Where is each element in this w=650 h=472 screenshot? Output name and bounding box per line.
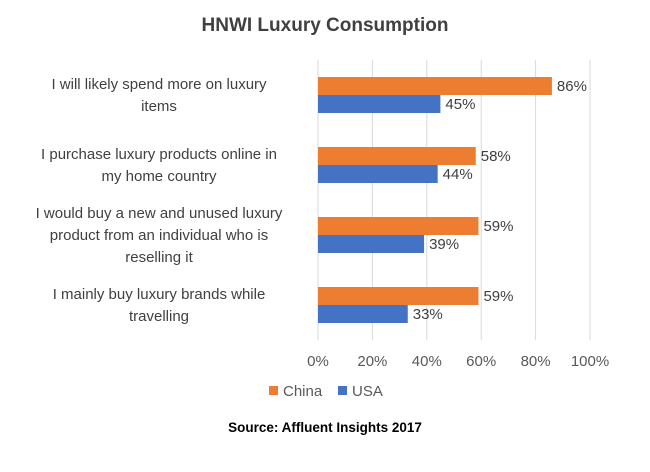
x-tick-label: 20% bbox=[357, 353, 387, 370]
category-labels: I will likely spend more on luxury items I… bbox=[36, 76, 283, 325]
category-label: I purchase luxury products online in bbox=[41, 146, 277, 163]
x-axis-ticks: 0% 20% 40% 60% 80% 100% bbox=[307, 353, 609, 370]
bar-china bbox=[318, 217, 479, 235]
category-label: reselling it bbox=[125, 249, 193, 266]
bar-china bbox=[318, 287, 479, 305]
category-label: I mainly buy luxury brands while bbox=[53, 286, 266, 303]
data-labels: 86% 45% 58% 44% 59% 39% 59% 33% bbox=[413, 78, 587, 323]
category-label: my home country bbox=[101, 168, 217, 185]
legend: China USA bbox=[269, 383, 383, 400]
data-label: 33% bbox=[413, 306, 443, 323]
data-label: 58% bbox=[481, 148, 511, 165]
legend-swatch-china bbox=[269, 386, 278, 395]
bar-usa bbox=[318, 235, 425, 253]
bar-china bbox=[318, 77, 552, 95]
bar-usa bbox=[318, 95, 441, 113]
category-label: I will likely spend more on luxury bbox=[51, 76, 267, 93]
data-label: 45% bbox=[445, 96, 475, 113]
legend-label-china: China bbox=[283, 383, 323, 400]
data-label: 39% bbox=[429, 236, 459, 253]
x-tick-label: 40% bbox=[412, 353, 442, 370]
x-tick-label: 100% bbox=[571, 353, 609, 370]
category-label: travelling bbox=[129, 308, 189, 325]
data-label: 59% bbox=[483, 218, 513, 235]
bar-china bbox=[318, 147, 476, 165]
data-label: 86% bbox=[557, 78, 587, 95]
bar-usa bbox=[318, 305, 408, 323]
x-tick-label: 80% bbox=[521, 353, 551, 370]
x-tick-label: 0% bbox=[307, 353, 329, 370]
bars bbox=[318, 77, 552, 323]
bar-usa bbox=[318, 165, 438, 183]
chart-title: HNWI Luxury Consumption bbox=[202, 15, 449, 36]
category-label: items bbox=[141, 98, 177, 115]
source-note: Source: Affluent Insights 2017 bbox=[228, 420, 422, 435]
legend-label-usa: USA bbox=[352, 383, 383, 400]
x-tick-label: 60% bbox=[466, 353, 496, 370]
legend-swatch-usa bbox=[338, 386, 347, 395]
category-label: product from an individual who is bbox=[50, 227, 268, 244]
category-label: I would buy a new and unused luxury bbox=[36, 205, 283, 222]
data-label: 44% bbox=[443, 166, 473, 183]
data-label: 59% bbox=[483, 288, 513, 305]
